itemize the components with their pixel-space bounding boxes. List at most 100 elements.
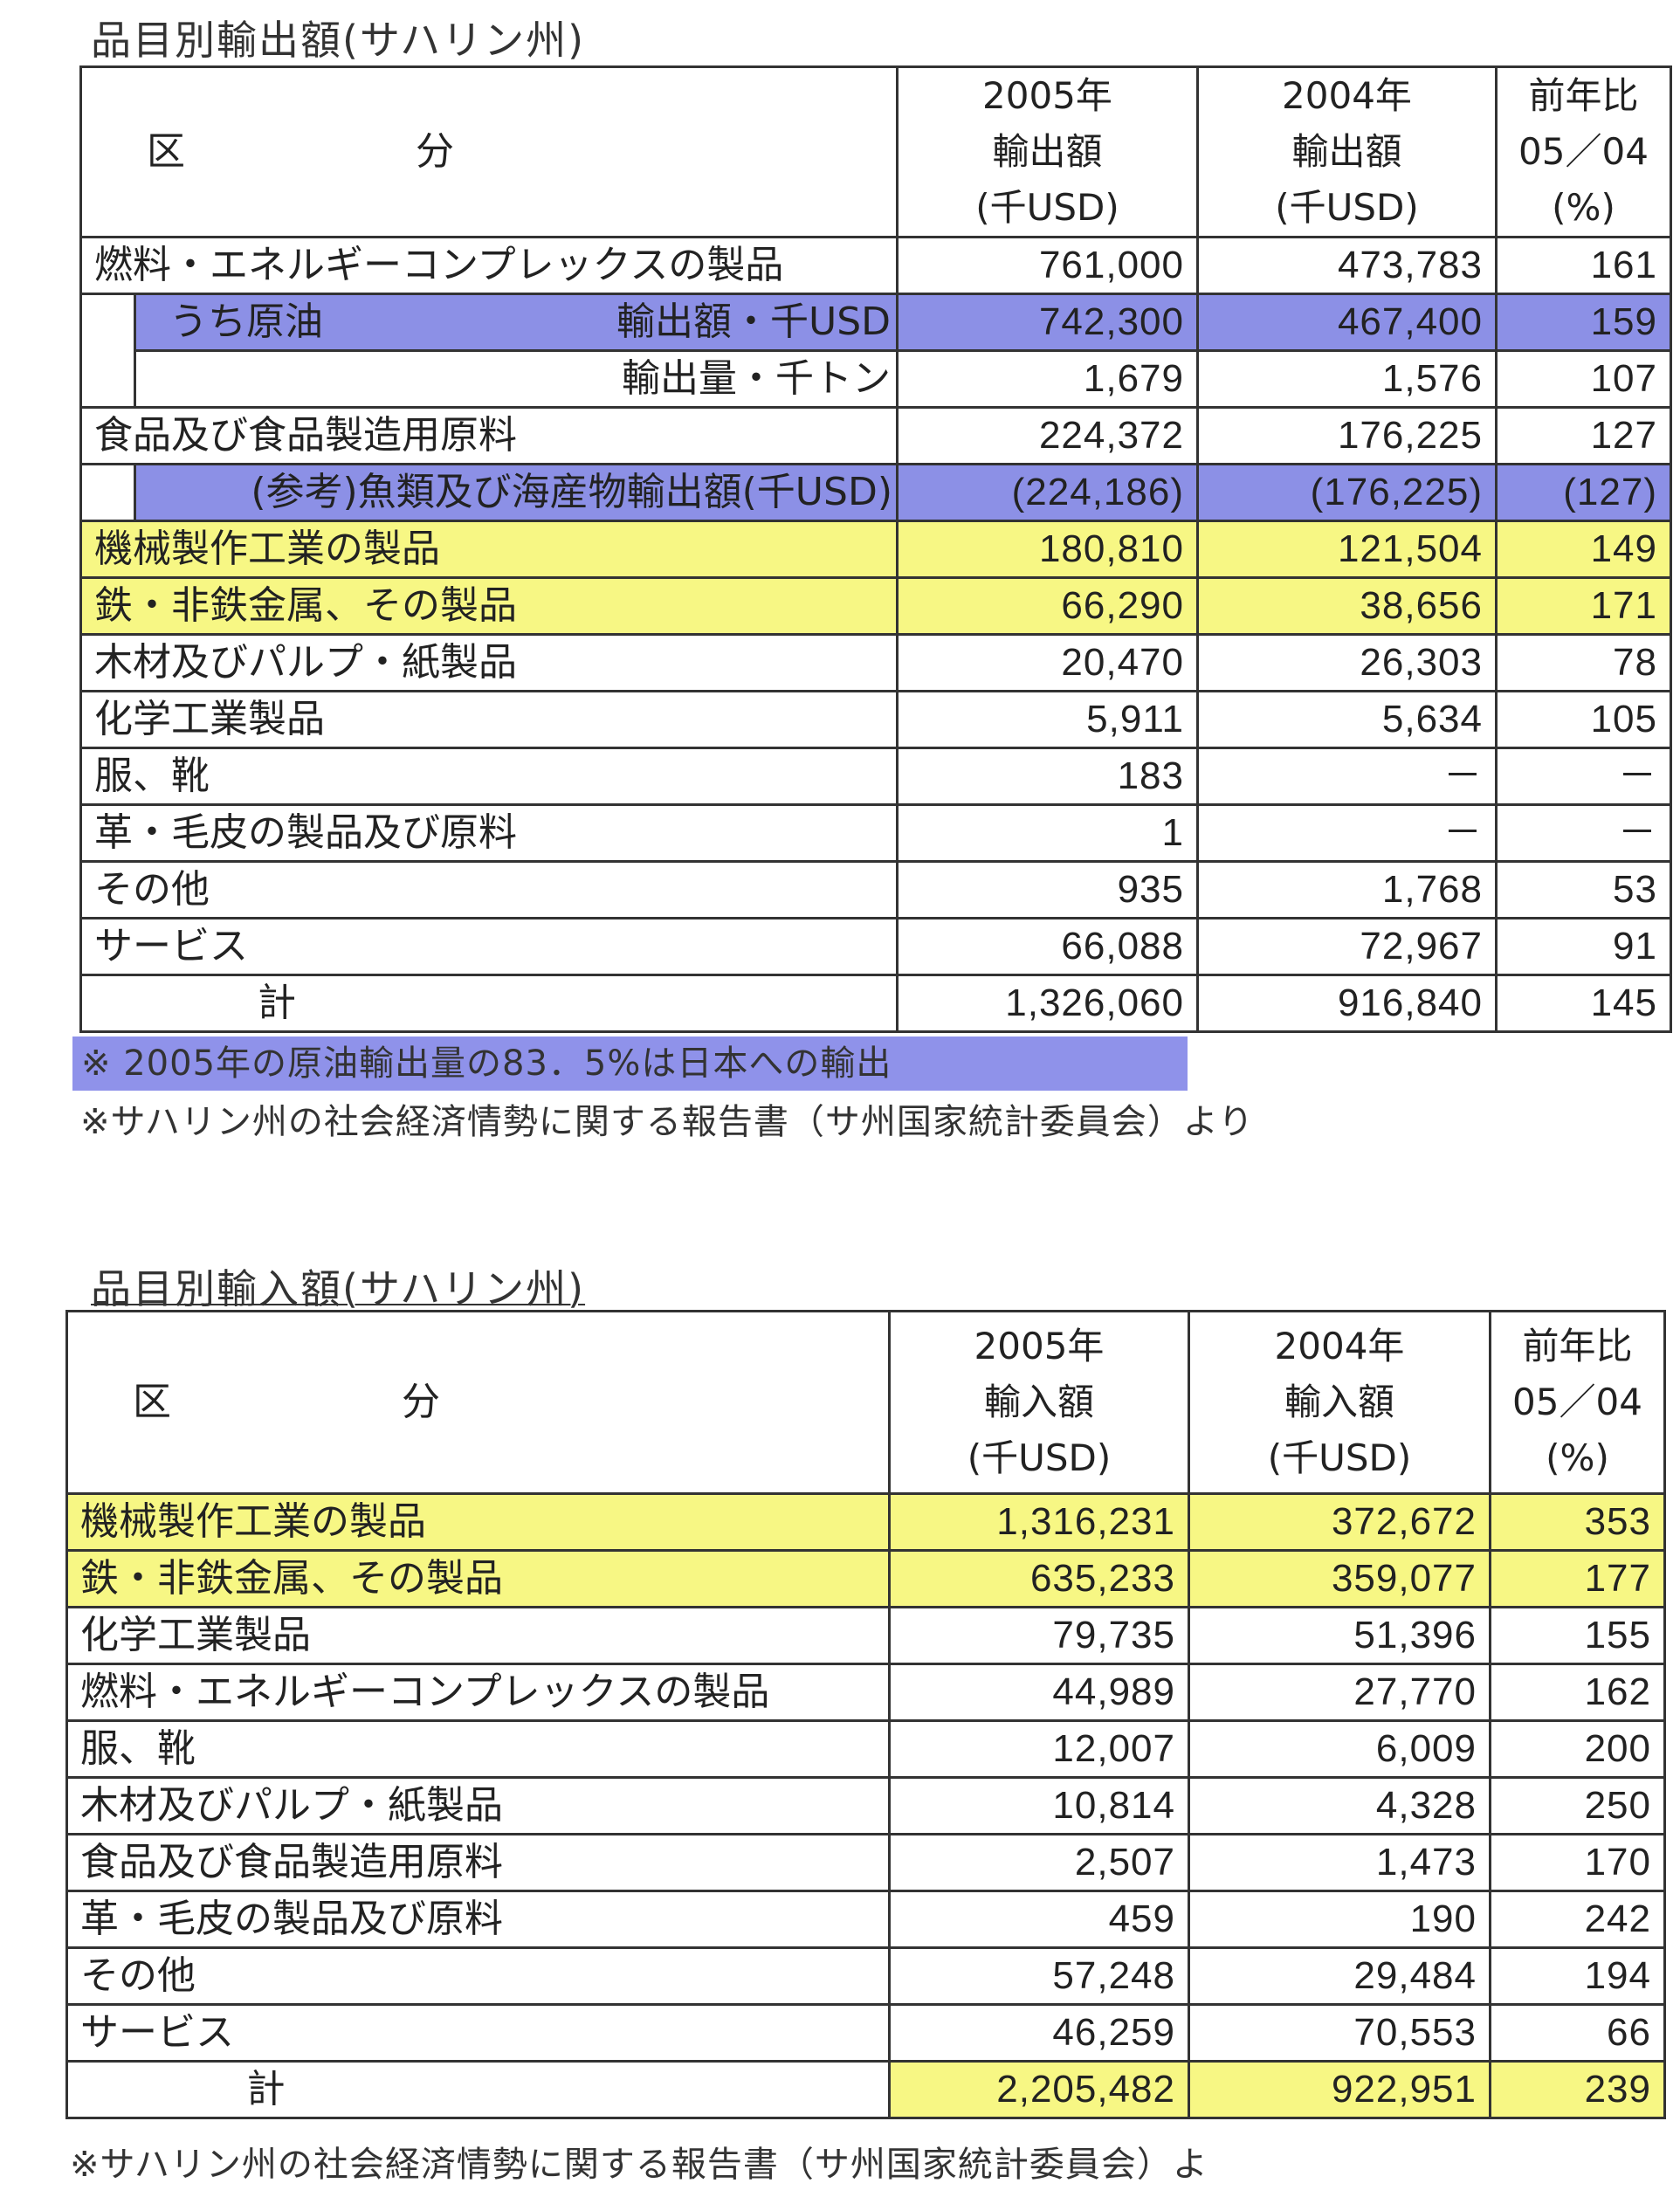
export-table: 区 分 2005年 輸出額 (千USD) 2004年 輸出額 (千USD) 前年比 05／…: [79, 65, 1672, 1033]
header-2004: 2004年 輸入額 (千USD): [1188, 1310, 1491, 1495]
header-text: 輸入額: [1284, 1381, 1394, 1423]
row-sublabel: 輸出額・千USD: [616, 300, 891, 344]
row-label: 計: [79, 974, 899, 1033]
header-2005: 2005年 輸出額 (千USD): [896, 65, 1199, 238]
value-2005: 57,248: [888, 1946, 1190, 2006]
row-sublabel: 輸出量・千トン: [134, 349, 899, 409]
value-2005: 2,507: [888, 1833, 1190, 1892]
value-ratio: 159: [1495, 293, 1672, 352]
row-label: 食品及び食品製造用原料: [79, 406, 899, 465]
export-header-row: 区 分 2005年 輸出額 (千USD) 2004年 輸出額 (千USD) 前年比 05／…: [79, 65, 1672, 238]
value-2004: 29,484: [1188, 1946, 1491, 2006]
table-row: 木材及びパルプ・紙製品 10,814 4,328 250: [65, 1776, 1666, 1835]
table-row: 食品及び食品製造用原料 224,372 176,225 127: [79, 406, 1672, 465]
value-2005: 224,372: [896, 406, 1199, 465]
value-ratio: 161: [1495, 236, 1672, 295]
header-category: 区 分: [79, 65, 899, 238]
table-row: 食品及び食品製造用原料 2,507 1,473 170: [65, 1833, 1666, 1892]
value-2005: 459: [888, 1890, 1190, 1949]
header-ratio: 前年比 05／04 (%): [1489, 1310, 1666, 1495]
table-row: 輸出量・千トン 1,679 1,576 107: [81, 349, 1672, 409]
header-text: 2004年: [1274, 1325, 1405, 1367]
row-label: うち原油 輸出額・千USD: [134, 293, 899, 352]
row-label: その他: [65, 1946, 891, 2006]
value-2005: 1,326,060: [896, 974, 1199, 1033]
export-source-note: ※サハリン州の社会経済情勢に関する報告書（サ州国家統計委員会）より: [80, 1102, 1255, 1142]
header-text: 前年比: [1528, 74, 1639, 117]
value-2005: 1,316,231: [888, 1492, 1190, 1552]
value-2005: 10,814: [888, 1776, 1190, 1835]
value-ratio: 250: [1489, 1776, 1666, 1835]
row-label: 革・毛皮の製品及び原料: [65, 1890, 891, 1949]
value-2005: 742,300: [896, 293, 1199, 352]
header-text: 2005年: [982, 74, 1112, 117]
value-2004: 922,951: [1188, 2060, 1491, 2119]
value-2004: (176,225): [1196, 463, 1498, 522]
value-ratio: 239: [1489, 2060, 1666, 2119]
value-ratio: 78: [1495, 633, 1672, 692]
header-category: 区 分: [65, 1310, 891, 1495]
value-2005: (224,186): [896, 463, 1199, 522]
value-2005: 12,007: [888, 1719, 1190, 1779]
row-label: 化学工業製品: [65, 1606, 891, 1665]
value-ratio: (127): [1495, 463, 1672, 522]
table-row: 機械製作工業の製品 180,810 121,504 149: [79, 520, 1672, 579]
value-ratio: 155: [1489, 1606, 1666, 1665]
row-label: 機械製作工業の製品: [65, 1492, 891, 1552]
value-2004: 1,576: [1196, 349, 1498, 409]
value-2005: 20,470: [896, 633, 1199, 692]
value-ratio: 353: [1489, 1492, 1666, 1552]
value-2005: 635,233: [888, 1549, 1190, 1608]
row-label: 燃料・エネルギーコンプレックスの製品: [79, 236, 899, 295]
value-ratio: 194: [1489, 1946, 1666, 2006]
value-2004: 1,768: [1196, 860, 1498, 919]
table-row: 鉄・非鉄金属、その製品 635,233 359,077 177: [65, 1549, 1666, 1608]
value-2005: 66,088: [896, 917, 1199, 976]
table-row: 服、靴 183 －－: [79, 747, 1672, 806]
table-row: 革・毛皮の製品及び原料 1 －－: [79, 803, 1672, 863]
table-row: (参考)魚類及び海産物輸出額(千USD) (224,186) (176,225)…: [79, 463, 1672, 522]
value-ratio: －: [1495, 747, 1672, 806]
value-2004: －: [1196, 803, 1498, 863]
row-label: 燃料・エネルギーコンプレックスの製品: [65, 1663, 891, 1722]
value-2005: 935: [896, 860, 1199, 919]
table-row: 化学工業製品 5,911 5,634 105: [79, 690, 1672, 749]
row-label: 計: [65, 2060, 891, 2119]
row-label: 鉄・非鉄金属、その製品: [65, 1549, 891, 1608]
import-source-note: ※サハリン州の社会経済情勢に関する報告書（サ州国家統計委員会）よ: [70, 2145, 1208, 2185]
value-2005: 79,735: [888, 1606, 1190, 1665]
row-label: その他: [79, 860, 899, 919]
value-2004: 372,672: [1188, 1492, 1491, 1552]
header-text: 2004年: [1282, 74, 1412, 117]
table-row: 燃料・エネルギーコンプレックスの製品 44,989 27,770 162: [65, 1663, 1666, 1722]
table-row: うち原油 輸出額・千USD 742,300 467,400 159: [79, 293, 1672, 408]
row-label: 鉄・非鉄金属、その製品: [79, 576, 899, 636]
header-text: 輸出額: [1291, 130, 1402, 173]
row-label: 服、靴: [65, 1719, 891, 1779]
table-row: 化学工業製品 79,735 51,396 155: [65, 1606, 1666, 1665]
table-row: 燃料・エネルギーコンプレックスの製品 761,000 473,783 161: [79, 236, 1672, 295]
value-ratio: 200: [1489, 1719, 1666, 1779]
row-label: 食品及び食品製造用原料: [65, 1833, 891, 1892]
table-row: 木材及びパルプ・紙製品 20,470 26,303 78: [79, 633, 1672, 692]
header-text: (千USD): [975, 186, 1119, 229]
table-row: サービス 46,259 70,553 66: [65, 2003, 1666, 2063]
value-2005: 1,679: [896, 349, 1199, 409]
value-2004: 359,077: [1188, 1549, 1491, 1608]
header-2004: 2004年輸出額 (千USD): [1196, 65, 1498, 238]
value-2005: 66,290: [896, 576, 1199, 636]
value-2004: 467,400: [1196, 293, 1498, 352]
value-2004: 38,656: [1196, 576, 1498, 636]
row-label: 服、靴: [79, 747, 899, 806]
value-2005: 5,911: [896, 690, 1199, 749]
value-2004: 916,840: [1196, 974, 1498, 1033]
table-row: その他 57,248 29,484 194: [65, 1946, 1666, 2006]
value-2005: 46,259: [888, 2003, 1190, 2063]
header-ratio: 前年比 05／04 (%): [1495, 65, 1672, 238]
value-2005: 180,810: [896, 520, 1199, 579]
table-row: サービス 66,088 72,967 91: [79, 917, 1672, 976]
header-text: (千USD): [1275, 186, 1419, 229]
row-label: 機械製作工業の製品: [79, 520, 899, 579]
row-label: サービス: [79, 917, 899, 976]
value-2004: 6,009: [1188, 1719, 1491, 1779]
